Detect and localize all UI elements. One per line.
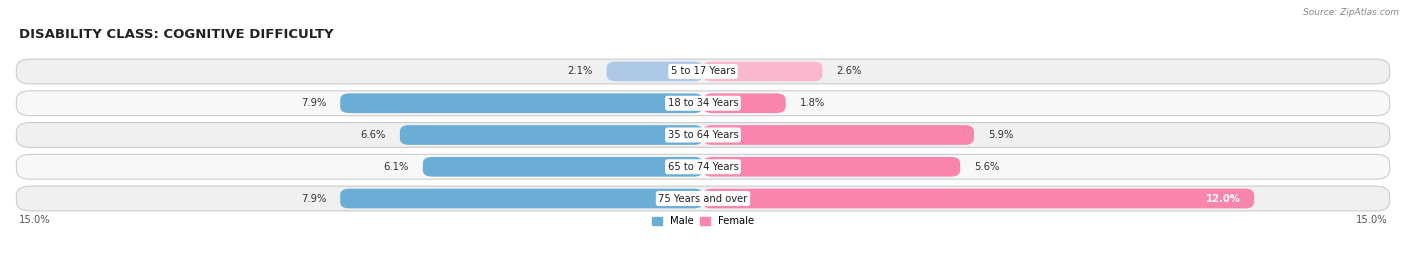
FancyBboxPatch shape	[423, 157, 703, 177]
Text: 15.0%: 15.0%	[1355, 215, 1388, 225]
Text: 6.1%: 6.1%	[384, 162, 409, 172]
Text: 5.9%: 5.9%	[988, 130, 1014, 140]
Text: 1.8%: 1.8%	[800, 98, 825, 108]
Legend: Male, Female: Male, Female	[648, 212, 758, 230]
FancyBboxPatch shape	[17, 186, 1389, 211]
FancyBboxPatch shape	[703, 189, 1254, 208]
Text: 7.9%: 7.9%	[301, 194, 326, 204]
FancyBboxPatch shape	[703, 93, 786, 113]
Text: 65 to 74 Years: 65 to 74 Years	[668, 162, 738, 172]
FancyBboxPatch shape	[17, 154, 1389, 179]
Text: 7.9%: 7.9%	[301, 98, 326, 108]
FancyBboxPatch shape	[340, 189, 703, 208]
Text: 15.0%: 15.0%	[18, 215, 51, 225]
Text: 6.6%: 6.6%	[361, 130, 387, 140]
Text: Source: ZipAtlas.com: Source: ZipAtlas.com	[1303, 8, 1399, 17]
Text: 2.6%: 2.6%	[837, 66, 862, 76]
Text: 18 to 34 Years: 18 to 34 Years	[668, 98, 738, 108]
FancyBboxPatch shape	[17, 59, 1389, 84]
FancyBboxPatch shape	[340, 93, 703, 113]
Text: 5 to 17 Years: 5 to 17 Years	[671, 66, 735, 76]
FancyBboxPatch shape	[17, 123, 1389, 147]
FancyBboxPatch shape	[399, 125, 703, 145]
FancyBboxPatch shape	[703, 125, 974, 145]
Text: 75 Years and over: 75 Years and over	[658, 194, 748, 204]
Text: DISABILITY CLASS: COGNITIVE DIFFICULTY: DISABILITY CLASS: COGNITIVE DIFFICULTY	[18, 28, 333, 41]
FancyBboxPatch shape	[606, 62, 703, 81]
Text: 35 to 64 Years: 35 to 64 Years	[668, 130, 738, 140]
FancyBboxPatch shape	[703, 157, 960, 177]
Text: 2.1%: 2.1%	[568, 66, 593, 76]
FancyBboxPatch shape	[17, 91, 1389, 116]
Text: 5.6%: 5.6%	[974, 162, 1000, 172]
FancyBboxPatch shape	[703, 62, 823, 81]
Text: 12.0%: 12.0%	[1205, 194, 1240, 204]
